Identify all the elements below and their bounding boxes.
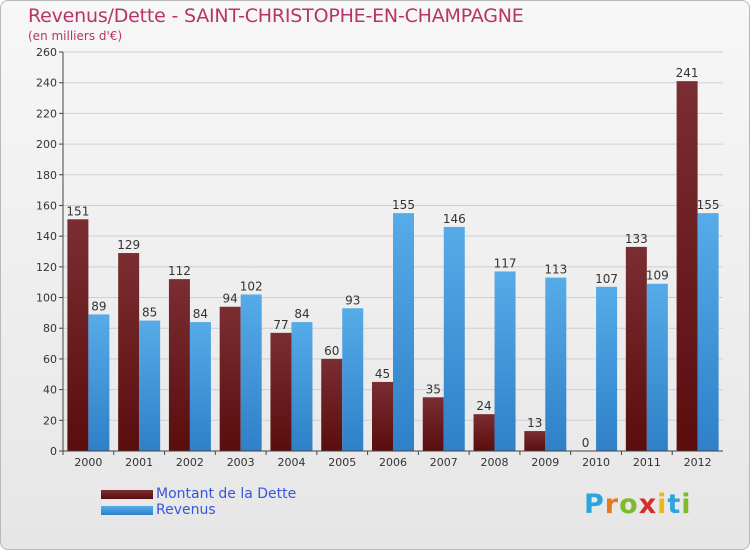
x-tick-label: 2008 xyxy=(481,456,509,469)
value-label-revenus: 93 xyxy=(345,293,360,307)
value-label-dette: 133 xyxy=(625,232,648,246)
x-tick-label: 2004 xyxy=(277,456,305,469)
x-tick-label: 2005 xyxy=(328,456,356,469)
bar-dette xyxy=(168,279,190,451)
bar-revenus xyxy=(291,322,313,451)
value-label-dette: 129 xyxy=(117,238,140,252)
x-tick-label: 2006 xyxy=(379,456,407,469)
logo-letter: r xyxy=(604,489,620,520)
bar-dette xyxy=(67,219,89,451)
bar-revenus xyxy=(342,308,364,451)
bar-revenus xyxy=(697,213,719,451)
bar-revenus xyxy=(494,271,516,451)
bar-revenus xyxy=(646,283,668,451)
value-label-revenus: 84 xyxy=(294,307,309,321)
bar-dette xyxy=(625,246,647,451)
value-label-dette: 35 xyxy=(426,382,441,396)
x-tick-label: 2011 xyxy=(633,456,661,469)
bar-dette xyxy=(270,332,292,451)
value-label-revenus: 89 xyxy=(91,299,106,313)
value-label-revenus: 109 xyxy=(646,269,669,283)
legend-swatch-dette xyxy=(101,490,153,499)
logo-letter: i xyxy=(681,489,692,520)
y-tick-label: 200 xyxy=(36,138,57,151)
logo-letter: x xyxy=(638,489,658,520)
value-label-revenus: 102 xyxy=(240,279,263,293)
bar-revenus xyxy=(240,294,262,451)
bar-dette xyxy=(321,358,343,451)
value-label-dette: 0 xyxy=(582,436,590,450)
bar-dette xyxy=(422,397,444,451)
logo-letter: t xyxy=(667,489,682,520)
value-label-revenus: 155 xyxy=(697,198,720,212)
bar-revenus xyxy=(545,277,567,451)
x-tick-label: 2010 xyxy=(582,456,610,469)
x-tick-label: 2012 xyxy=(684,456,712,469)
bar-dette xyxy=(524,431,546,451)
x-tick-label: 2000 xyxy=(74,456,102,469)
y-tick-label: 240 xyxy=(36,77,57,90)
y-tick-label: 0 xyxy=(50,445,57,458)
y-tick-label: 80 xyxy=(43,322,57,335)
x-tick-label: 2001 xyxy=(125,456,153,469)
y-tick-label: 120 xyxy=(36,261,57,274)
value-label-dette: 241 xyxy=(676,66,699,80)
legend-swatch-revenus xyxy=(101,506,153,515)
bar-dette xyxy=(219,306,241,451)
value-label-dette: 60 xyxy=(324,344,339,358)
y-tick-label: 180 xyxy=(36,169,57,182)
value-label-revenus: 146 xyxy=(443,212,466,226)
y-tick-label: 160 xyxy=(36,199,57,212)
bar-dette xyxy=(372,381,393,451)
value-label-dette: 151 xyxy=(66,204,89,218)
value-label-revenus: 117 xyxy=(494,256,517,270)
y-tick-label: 260 xyxy=(36,46,57,59)
x-tick-label: 2003 xyxy=(227,456,255,469)
bar-revenus xyxy=(596,286,618,451)
logo-letter: P xyxy=(584,489,605,520)
bar-revenus xyxy=(88,314,110,451)
value-label-dette: 45 xyxy=(375,367,390,381)
y-tick-label: 140 xyxy=(36,230,57,243)
bar-revenus xyxy=(443,226,465,451)
logo-letter: o xyxy=(619,489,639,520)
logo-letter: i xyxy=(657,489,668,520)
y-tick-label: 20 xyxy=(43,414,57,427)
bar-revenus xyxy=(189,322,211,451)
value-label-dette: 13 xyxy=(527,416,542,430)
x-tick-label: 2009 xyxy=(531,456,559,469)
x-tick-label: 2002 xyxy=(176,456,204,469)
value-label-revenus: 113 xyxy=(544,263,567,277)
value-label-revenus: 155 xyxy=(392,198,415,212)
y-tick-label: 60 xyxy=(43,353,57,366)
chart-title: Revenus/Dette - SAINT-CHRISTOPHE-EN-CHAM… xyxy=(28,5,524,27)
value-label-dette: 24 xyxy=(476,399,491,413)
bar-dette xyxy=(118,253,140,451)
bar-dette xyxy=(676,81,698,452)
x-tick-label: 2007 xyxy=(430,456,458,469)
legend-label-revenus: Revenus xyxy=(156,502,216,518)
value-label-dette: 112 xyxy=(168,264,191,278)
value-label-revenus: 107 xyxy=(595,272,618,286)
y-tick-label: 40 xyxy=(43,384,57,397)
bar-revenus xyxy=(393,213,414,451)
value-label-dette: 94 xyxy=(223,292,238,306)
value-label-revenus: 84 xyxy=(193,307,208,321)
chart-subtitle: (en milliers d'€) xyxy=(28,29,123,43)
bar-dette xyxy=(473,414,495,451)
legend-label-dette: Montant de la Dette xyxy=(156,486,297,502)
value-label-dette: 77 xyxy=(273,318,288,332)
y-tick-label: 100 xyxy=(36,292,57,305)
value-label-revenus: 85 xyxy=(142,306,157,320)
proxiti-logo: Proxiti xyxy=(584,489,692,520)
bar-revenus xyxy=(139,320,161,451)
y-tick-label: 220 xyxy=(36,107,57,120)
